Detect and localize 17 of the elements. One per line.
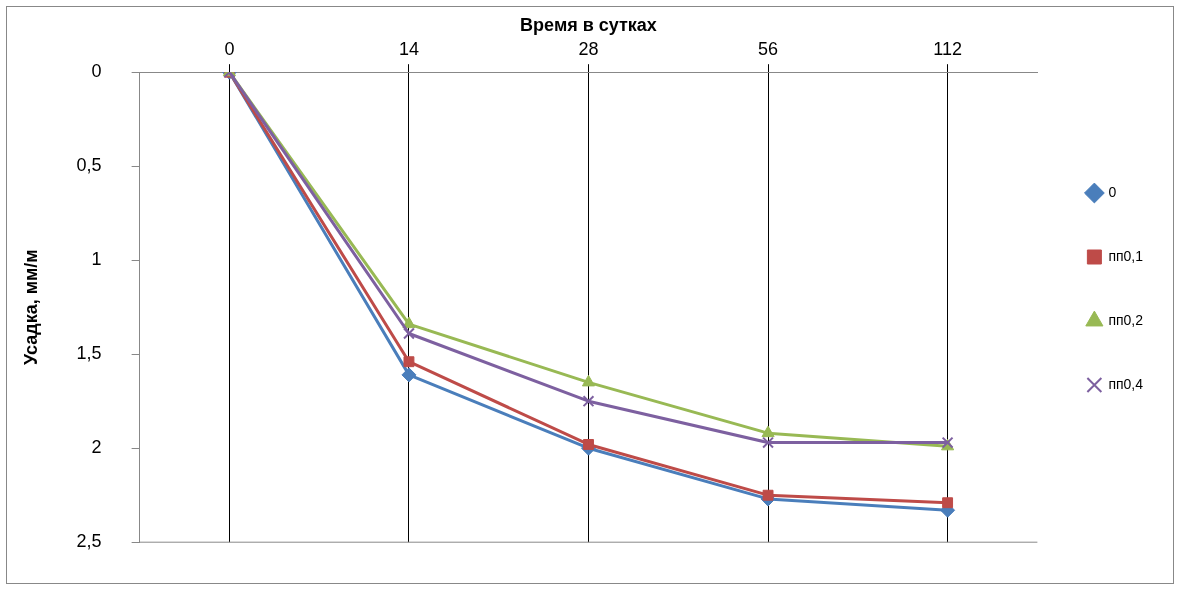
y-tick-label: 1,5	[76, 343, 102, 364]
y-tick-label: 1	[91, 249, 102, 270]
y-tick-label: 2,5	[76, 531, 102, 552]
y-tick-label: 2	[91, 437, 102, 458]
y-tick-label: 0	[91, 61, 102, 82]
x-axis-title: Время в сутках	[520, 14, 657, 35]
y-tick-label: 0,5	[76, 155, 102, 176]
x-tick-label: 112	[933, 39, 962, 60]
x-tick-label: 28	[578, 39, 599, 60]
x-tick-label: 14	[398, 39, 419, 60]
legend-label: пп0,2	[1108, 311, 1144, 328]
legend-label: 0	[1108, 183, 1117, 200]
legend-label: пп0,4	[1108, 375, 1144, 392]
y-axis-title: Усадка, мм/м	[20, 249, 41, 366]
legend-label: пп0,1	[1108, 247, 1144, 264]
x-tick-label: 0	[224, 39, 235, 60]
x-tick-label: 56	[758, 39, 779, 60]
